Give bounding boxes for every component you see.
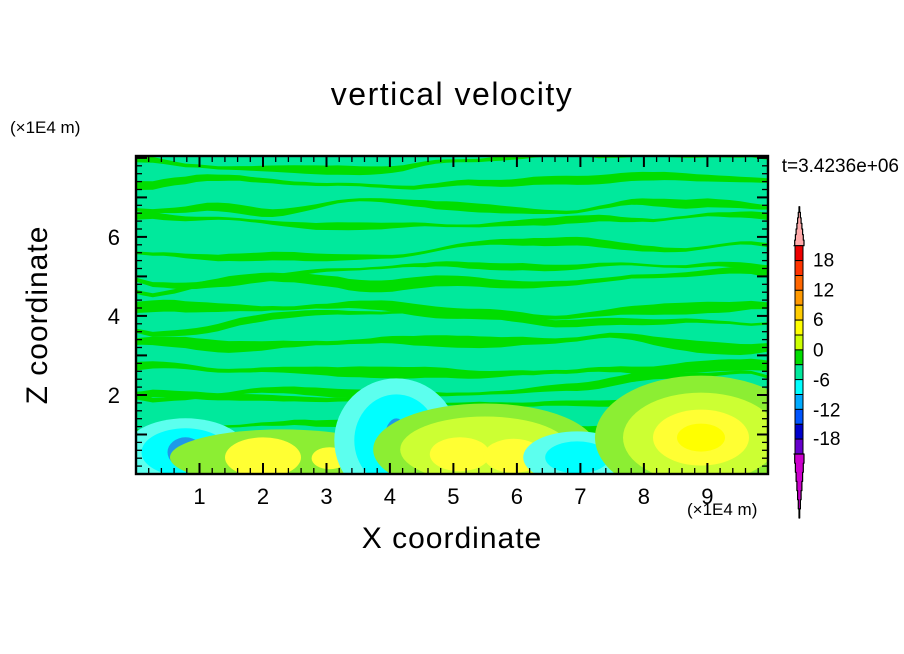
svg-text:vertical velocity: vertical velocity [331,76,573,112]
svg-text:8: 8 [638,484,650,509]
svg-text:-18: -18 [813,429,840,450]
svg-text:7: 7 [574,484,586,509]
svg-text:(×1E4 m): (×1E4 m) [10,118,80,137]
svg-text:18: 18 [813,251,834,272]
svg-text:1: 1 [193,484,205,509]
svg-text:4: 4 [384,484,396,509]
svg-text:6: 6 [511,484,523,509]
svg-text:t=3.4236e+06: t=3.4236e+06 [782,156,899,177]
svg-text:-6: -6 [813,371,830,392]
svg-text:X coordinate: X coordinate [362,522,542,555]
svg-text:2: 2 [108,383,120,408]
svg-text:5: 5 [447,484,459,509]
svg-text:6: 6 [108,225,120,250]
svg-text:12: 12 [813,281,834,302]
svg-text:Z coordinate: Z coordinate [21,226,54,405]
svg-text:0: 0 [813,340,824,361]
svg-text:-12: -12 [813,401,840,422]
svg-text:(×1E4 m): (×1E4 m) [687,500,757,519]
svg-text:2: 2 [257,484,269,509]
svg-text:4: 4 [108,304,120,329]
svg-text:3: 3 [320,484,332,509]
svg-text:6: 6 [813,310,824,331]
